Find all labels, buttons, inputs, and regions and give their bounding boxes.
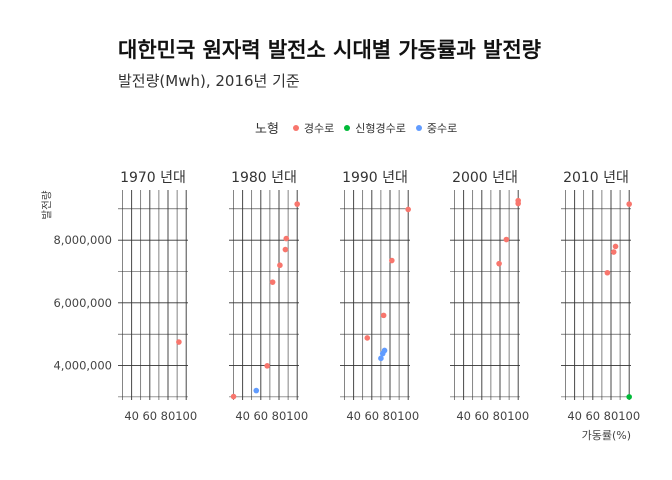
data-point (612, 243, 619, 250)
data-point (176, 339, 182, 345)
data-point (604, 269, 611, 276)
legend-swatch (415, 124, 422, 131)
legend-label: 중수로 (426, 121, 458, 135)
legend-item-경수로: 경수로 (292, 120, 335, 136)
x-tick-label: 60 (142, 409, 157, 423)
legend-swatch (344, 124, 351, 131)
x-tick-label: 100 (175, 409, 197, 423)
data-point (515, 197, 521, 204)
legend-title: 노형 (255, 122, 279, 137)
data-point (503, 236, 510, 243)
x-axis-label: 가동률(%) (582, 429, 631, 442)
x-tick-label: 80 (493, 409, 508, 423)
x-tick-label: 40 (346, 409, 361, 423)
legend: 노형 경수로 신형경수로 중수로 (255, 118, 467, 138)
x-tick-label: 100 (286, 409, 308, 423)
data-point (230, 393, 237, 400)
legend-label: 신형경수로 (355, 121, 406, 135)
chart-title: 대한민국 원자력 발전소 시대별 가동률과 발전량 (118, 38, 541, 62)
data-point (380, 312, 387, 319)
x-tick-label: 60 (253, 409, 268, 423)
x-tick-label: 60 (364, 409, 379, 423)
x-tick-label: 100 (507, 409, 529, 423)
chart-subtitle: 발전량(Mwh), 2016년 기준 (118, 72, 300, 90)
data-point (626, 394, 632, 400)
x-tick-label: 60 (585, 409, 600, 423)
data-point (626, 201, 632, 207)
legend-label: 경수로 (303, 121, 335, 135)
data-point (610, 249, 617, 255)
facet-label: 2010 년대 (563, 170, 629, 186)
x-tick-label: 60 (474, 409, 489, 423)
x-tick-label: 40 (124, 409, 139, 423)
legend-item-중수로: 중수로 (415, 120, 458, 136)
data-point (378, 355, 384, 362)
facet-label: 1990 년대 (342, 170, 408, 186)
y-tick-label: 6,000,000 (53, 296, 112, 310)
x-tick-label: 80 (604, 409, 619, 423)
x-tick-label: 40 (567, 409, 582, 423)
x-tick-label: 80 (272, 409, 287, 423)
facet-label: 1980 년대 (231, 170, 297, 186)
data-point (405, 206, 411, 213)
data-point (283, 235, 290, 242)
legend-item-신형경수로: 신형경수로 (344, 120, 406, 136)
x-tick-label: 80 (161, 409, 176, 423)
data-point (264, 363, 270, 369)
data-point (381, 347, 388, 354)
facet-label: 2000 년대 (452, 170, 518, 186)
y-axis-label: 발전량 (41, 190, 53, 219)
x-tick-label: 80 (383, 409, 398, 423)
x-tick-label: 100 (397, 409, 419, 423)
facet-label: 1970 년대 (120, 170, 186, 186)
data-point (389, 257, 395, 264)
x-tick-label: 100 (618, 409, 640, 423)
y-tick-label: 8,000,000 (53, 233, 112, 247)
data-point (496, 260, 502, 267)
data-point (294, 201, 300, 207)
legend-swatch (292, 124, 299, 131)
data-point (277, 262, 283, 269)
y-tick-label: 4,000,000 (53, 359, 112, 373)
x-tick-label: 40 (235, 409, 250, 423)
data-point (282, 246, 289, 253)
data-point (269, 279, 276, 285)
data-point (253, 387, 260, 394)
data-point (364, 335, 371, 341)
x-tick-label: 40 (456, 409, 471, 423)
